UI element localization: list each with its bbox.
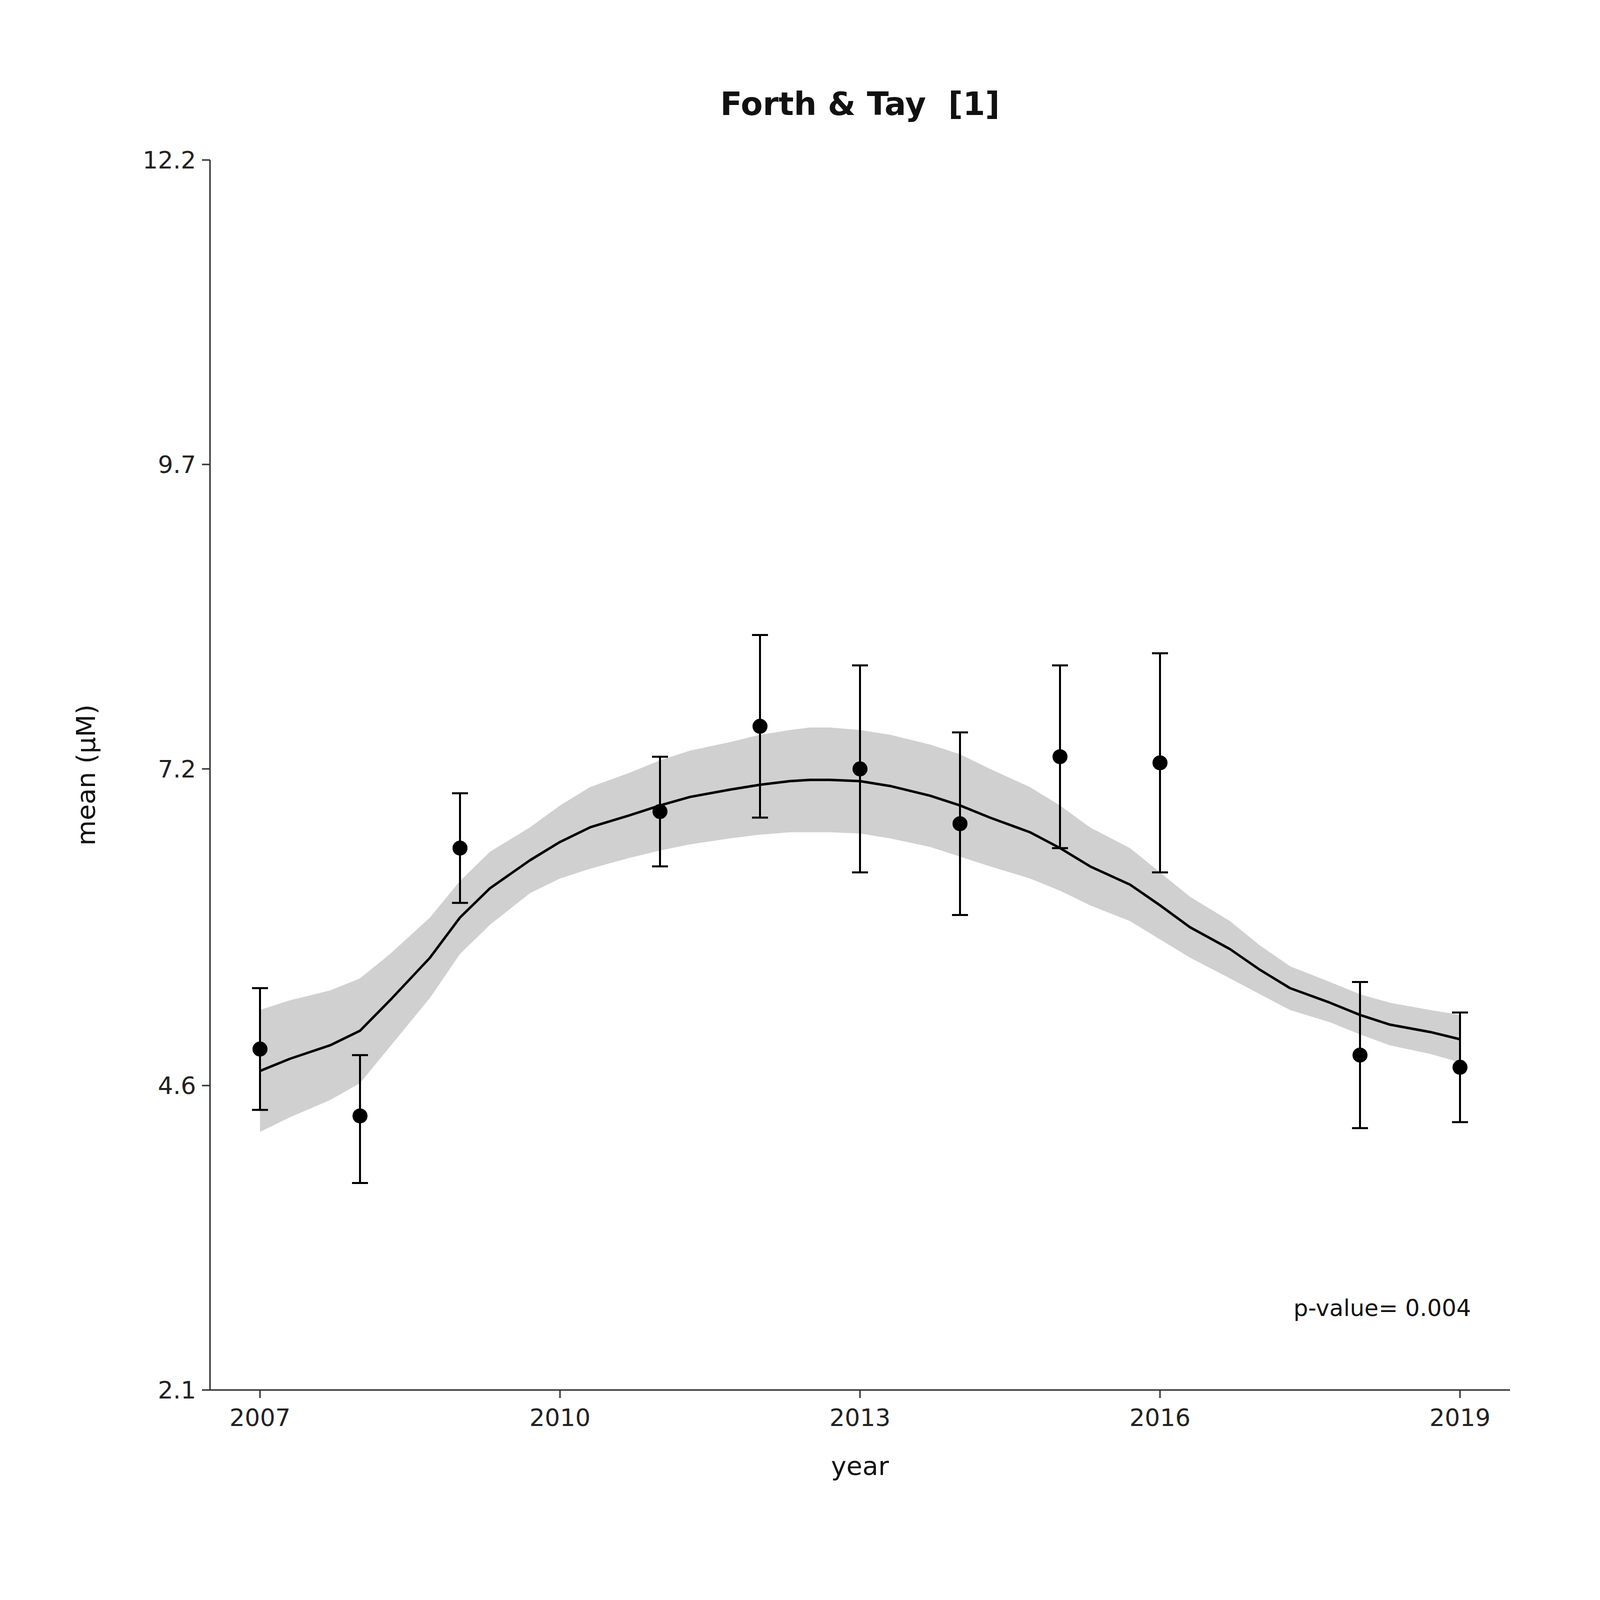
y-tick-label: 9.7	[158, 450, 196, 479]
y-tick-label: 2.1	[158, 1376, 196, 1404]
point	[1452, 1060, 1468, 1075]
y-tick	[202, 1085, 210, 1087]
point	[752, 719, 768, 734]
point	[952, 816, 968, 831]
point	[652, 804, 668, 819]
x-tick	[1159, 1390, 1161, 1398]
x-tick	[859, 1390, 861, 1398]
y-tick	[202, 159, 210, 161]
y-axis-line	[209, 160, 211, 1390]
error-bar	[252, 988, 268, 1110]
y-axis-label: mean (μM)	[71, 704, 101, 846]
page: {"chart_data": { "type": "scatter", "tit…	[0, 0, 1600, 1600]
x-tick-label: 2013	[829, 1403, 891, 1432]
error-bar	[952, 732, 968, 915]
point	[1152, 755, 1168, 771]
point	[252, 1041, 268, 1057]
error-bar	[852, 665, 868, 873]
error-bar	[652, 756, 668, 866]
x-tick-label: 2016	[1129, 1403, 1191, 1432]
y-tick-label: 12.2	[142, 146, 196, 174]
annotation: p-value= 0.004	[1293, 1294, 1471, 1322]
x-tick	[1459, 1390, 1461, 1398]
title: Forth & Tay [1]	[720, 85, 1000, 123]
error-bar	[1052, 665, 1068, 848]
background	[0, 0, 1600, 1600]
point	[1052, 749, 1068, 764]
y-tick-label: 4.6	[158, 1071, 196, 1100]
x-tick-label: 2010	[529, 1403, 591, 1432]
chart: 2007 2010 2013 2016 2019 2.1 4.6 7.2 9.7 12.2 Fort…	[0, 0, 1600, 1600]
y-tick-label: 7.2	[158, 755, 196, 783]
point	[352, 1108, 368, 1124]
error-bar	[452, 793, 468, 903]
x-tick	[559, 1390, 561, 1398]
error-bar	[1452, 1012, 1468, 1122]
y-tick	[202, 768, 210, 770]
y-tick	[202, 463, 210, 465]
error-bar	[752, 635, 768, 818]
x-axis-label: year	[831, 1451, 890, 1481]
point	[1352, 1047, 1368, 1063]
x-tick-label: 2007	[229, 1403, 291, 1432]
error-bar	[352, 1055, 368, 1183]
plot-data	[252, 635, 1468, 1183]
error-bar	[1352, 982, 1368, 1128]
x-tick-label: 2019	[1429, 1403, 1491, 1432]
point	[452, 840, 468, 856]
x-tick	[259, 1390, 261, 1398]
error-bar	[1152, 653, 1168, 872]
axes: 2007 2010 2013 2016 2019 2.1 4.6 7.2 9.7 12.2	[142, 146, 1510, 1432]
point	[852, 761, 868, 777]
y-tick	[202, 1389, 210, 1391]
